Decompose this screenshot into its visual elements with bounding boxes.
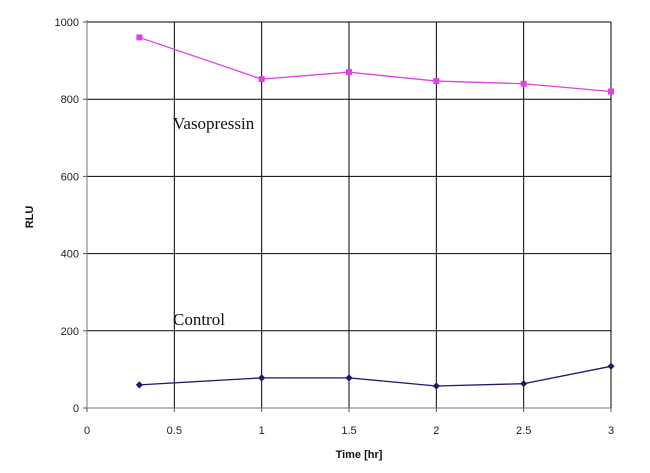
annotation-control: Control	[173, 310, 225, 329]
y-tick-label: 600	[61, 171, 79, 183]
series-line-control	[139, 365, 612, 387]
point-control	[135, 381, 143, 389]
y-tick-label: 800	[61, 94, 79, 106]
point-vasopressin	[433, 78, 440, 85]
series-line-vasopressin	[139, 36, 612, 93]
point-control	[258, 374, 266, 382]
y-tick-label: 1000	[55, 17, 79, 29]
y-axis-title: RLU	[24, 206, 36, 229]
x-tick-label: 3	[608, 425, 614, 437]
point-vasopressin	[520, 80, 527, 87]
point-control	[607, 362, 615, 370]
x-tick-label: 2.5	[516, 425, 531, 437]
annotation-vasopressin: Vasopressin	[173, 114, 255, 133]
x-tick-label: 1.5	[341, 425, 356, 437]
axis-layer	[83, 20, 612, 412]
y-tick-label: 200	[61, 326, 79, 338]
x-tick-label: 0.5	[167, 425, 182, 437]
grid-layer	[87, 21, 612, 408]
y-tick-label: 400	[61, 249, 79, 261]
x-axis-title: Time [hr]	[336, 449, 383, 461]
point-vasopressin	[136, 34, 143, 41]
x-tick-label: 1	[259, 425, 265, 437]
series-layer	[135, 34, 615, 390]
point-vasopressin	[258, 76, 265, 83]
point-control	[345, 374, 353, 382]
point-vasopressin	[608, 88, 614, 95]
x-tick-label: 2	[433, 425, 439, 437]
point-control	[520, 380, 528, 388]
label-layer: 0 200 400 600 800 1000 0 0.5 1 1.5 2 2.5 3	[55, 17, 615, 437]
point-control	[432, 382, 440, 390]
x-tick-label: 0	[84, 425, 90, 437]
y-tick-label: 0	[73, 403, 79, 415]
point-vasopressin	[346, 69, 352, 76]
